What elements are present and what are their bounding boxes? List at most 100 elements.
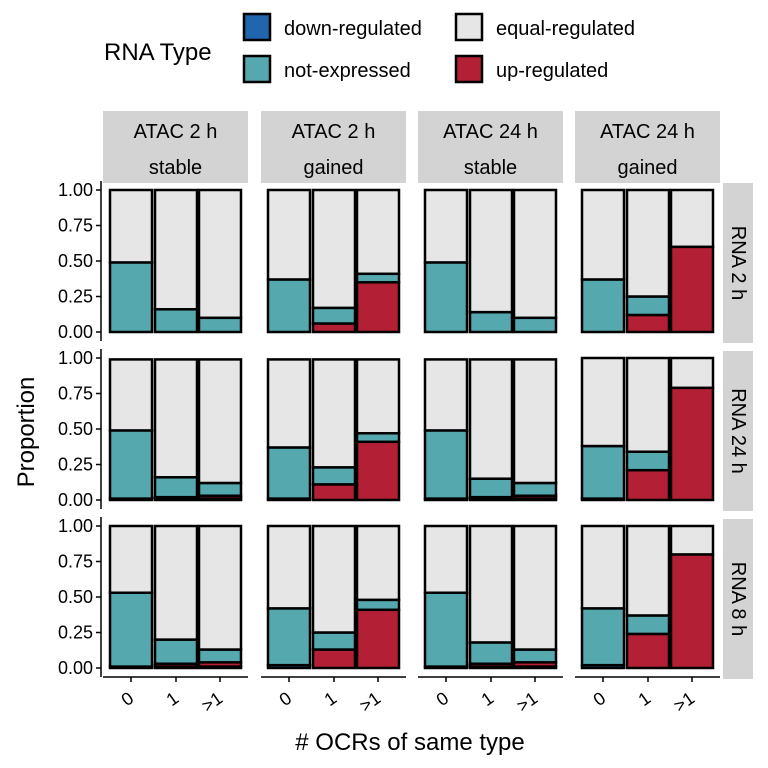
bar-segment-up-regulated (625, 632, 671, 670)
y-tick-label: 0.50 (58, 587, 93, 607)
panel-r1-c1 (108, 188, 243, 334)
legend-label-down-regulated: down-regulated (284, 18, 422, 40)
row-strip-1 (723, 183, 753, 343)
bar-segment-not-expressed (355, 272, 401, 284)
bar-segment-not-expressed (580, 607, 626, 667)
bar-segment-equal-regulated (153, 358, 199, 479)
bar-segment-not-expressed (512, 316, 558, 334)
y-tick-label: 1.00 (58, 516, 93, 536)
y-tick-label: 0.75 (58, 552, 93, 572)
bar-segment-equal-regulated (355, 358, 401, 435)
legend-swatch-up-regulated (454, 54, 484, 84)
bar-segment-equal-regulated (669, 188, 715, 249)
y-tick-label: 0.00 (58, 490, 93, 510)
row-strip-2 (723, 351, 753, 511)
legend-label-not-expressed: not-expressed (284, 60, 411, 82)
y-tick-label: 1.00 (58, 348, 93, 368)
x-axes: 0 1 >1 0 1 >1 0 1 >1 0 1 >1 (103, 676, 720, 716)
column-strip-label-bottom: stable (149, 157, 202, 179)
column-strip-3 (418, 111, 563, 183)
x-tick-label: 0 (276, 688, 296, 710)
bar-segment-equal-regulated (580, 524, 626, 610)
bar-segment-equal-regulated (625, 356, 671, 453)
x-tick-label: 1 (321, 688, 341, 710)
column-strip-1 (103, 111, 248, 183)
legend-swatch-equal-regulated (454, 12, 484, 42)
bar-segment-equal-regulated (423, 524, 469, 594)
bar-segment-not-expressed (197, 648, 243, 664)
bar-segment-not-expressed (512, 481, 558, 497)
legend-title: RNA Type (104, 39, 212, 66)
bar-segment-not-expressed (625, 450, 671, 472)
bar-segment-not-expressed (512, 648, 558, 664)
bar-segment-up-regulated (669, 386, 715, 502)
x-tick-label: >1 (513, 688, 541, 716)
bar-segment-equal-regulated (311, 524, 357, 634)
panel-r2-c4 (580, 356, 715, 502)
bar-segment-not-expressed (580, 278, 626, 334)
bar-segment-up-regulated (625, 468, 671, 502)
column-strip-label-bottom: gained (303, 157, 363, 179)
bar-segment-equal-regulated (580, 188, 626, 281)
bar-segment-not-expressed (625, 295, 671, 317)
legend: RNA Type down-regulated equal-regulated not… (104, 12, 635, 84)
column-strip-4 (575, 111, 720, 183)
bar-segment-not-expressed (311, 631, 357, 651)
bar-segment-equal-regulated (266, 524, 312, 610)
bar-segment-up-regulated (669, 553, 715, 670)
bar-segment-equal-regulated (669, 356, 715, 390)
bar-segment-not-expressed (423, 429, 469, 500)
column-strip-2 (261, 111, 406, 183)
x-tick-label: 0 (433, 688, 453, 710)
bar-segment-equal-regulated (108, 524, 154, 594)
bar-segment-equal-regulated (266, 358, 312, 449)
bar-segment-equal-regulated (108, 358, 154, 432)
row-strip-label: RNA 24 h (727, 388, 749, 474)
panel-r2-c2 (266, 358, 401, 502)
bar-segment-not-expressed (580, 444, 626, 500)
facet-strips: ATAC 2 h stable ATAC 2 h gained ATAC 24 h sta… (103, 111, 753, 679)
column-strip-label-top: ATAC 24 h (443, 121, 538, 143)
bar-segment-not-expressed (355, 598, 401, 612)
bar-segment-equal-regulated (423, 358, 469, 432)
bar-segment-equal-regulated (197, 524, 243, 651)
y-tick-label: 0.50 (58, 419, 93, 439)
bar-segment-not-expressed (468, 310, 514, 334)
bar-segment-up-regulated (311, 483, 357, 502)
y-axis-title: Proportion (13, 377, 40, 488)
panel-r1-c4 (580, 188, 715, 334)
bar-segment-up-regulated (355, 608, 401, 670)
y-tick-label: 1.00 (58, 180, 93, 200)
bar-segment-equal-regulated (468, 358, 514, 480)
bar-segment-not-expressed (153, 638, 199, 665)
y-tick-label: 0.25 (58, 623, 93, 643)
bar-segment-not-expressed (108, 429, 154, 500)
bar-segment-not-expressed (197, 316, 243, 334)
bar-segment-equal-regulated (512, 524, 558, 651)
bar-segment-not-expressed (311, 466, 357, 486)
legend-swatch-not-expressed (242, 54, 272, 84)
bar-segment-equal-regulated (468, 188, 514, 314)
x-tick-label: 0 (118, 688, 138, 710)
bar-segment-not-expressed (266, 446, 312, 500)
x-tick-label: 1 (478, 688, 498, 710)
y-tick-label: 0.00 (58, 322, 93, 342)
x-tick-label: >1 (670, 688, 698, 716)
bar-segment-equal-regulated (153, 524, 199, 641)
y-tick-label: 0.25 (58, 455, 93, 475)
bar-segment-up-regulated (355, 281, 401, 334)
y-tick-label: 0.75 (58, 384, 93, 404)
bar-segment-not-expressed (625, 614, 671, 636)
bar-segment-equal-regulated (355, 188, 401, 276)
bar-segment-up-regulated (311, 648, 357, 670)
bar-segment-not-expressed (197, 481, 243, 497)
panel-r3-c4 (580, 524, 715, 670)
bar-segment-not-expressed (108, 591, 154, 668)
column-strip-label-top: ATAC 24 h (600, 121, 695, 143)
bar-segment-equal-regulated (512, 358, 558, 485)
legend-label-equal-regulated: equal-regulated (496, 18, 635, 40)
row-strip-3 (723, 519, 753, 679)
bar-segment-not-expressed (468, 477, 514, 499)
bar-segment-equal-regulated (512, 188, 558, 320)
